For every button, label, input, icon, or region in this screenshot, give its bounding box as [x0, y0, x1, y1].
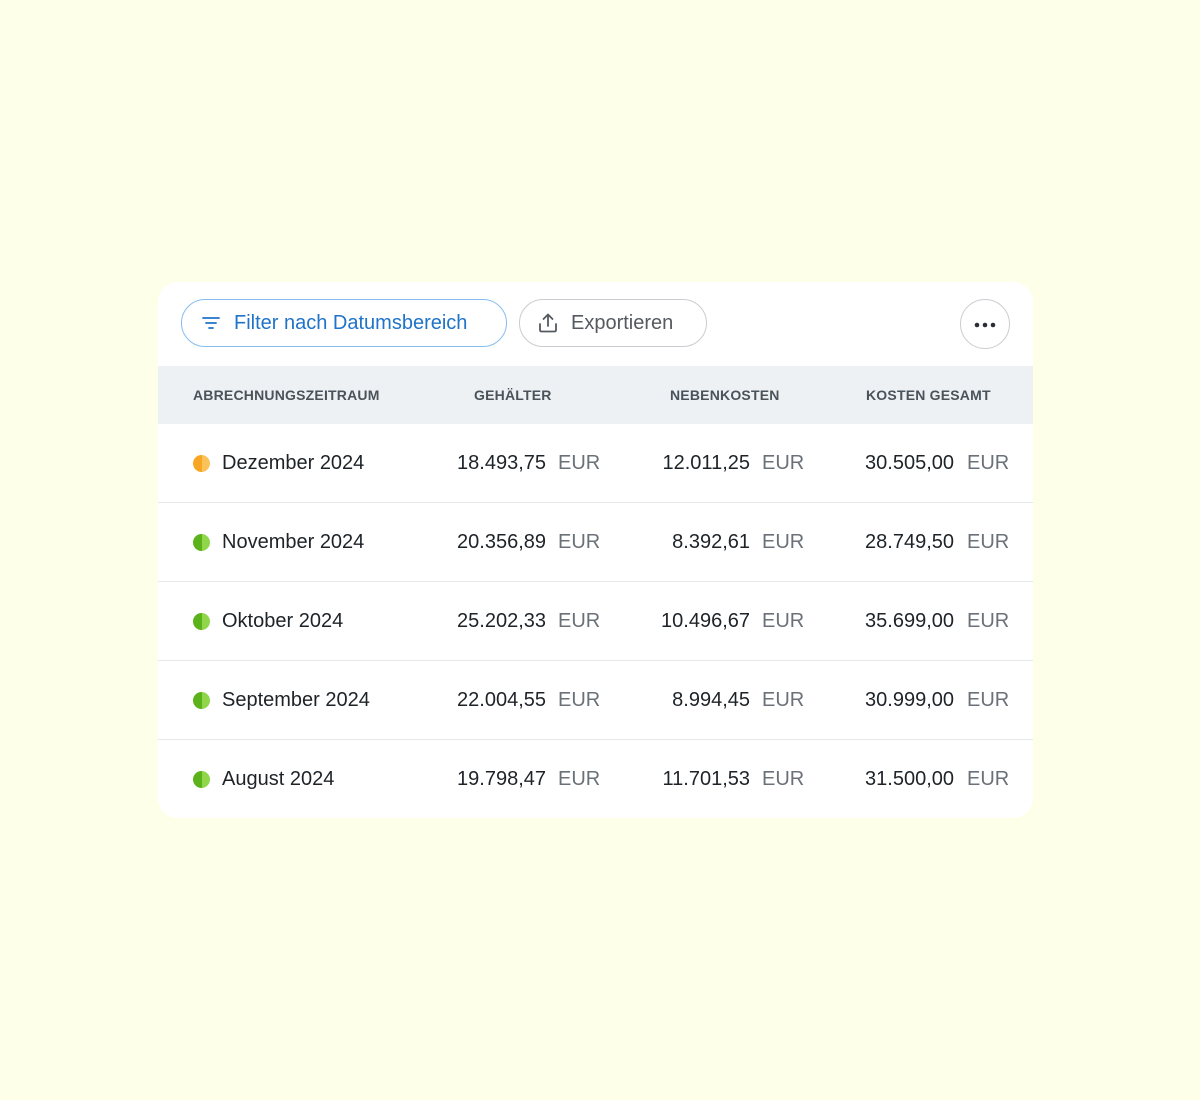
total-costs-value: 28.749,50 — [865, 531, 954, 553]
column-header-extra-costs[interactable]: NEBENKOSTEN — [670, 387, 780, 403]
filter-date-range-button[interactable]: Filter nach Datumsbereich — [181, 299, 507, 347]
period-cell: Oktober 2024 — [222, 610, 344, 632]
total-costs-currency: EUR — [967, 689, 1010, 711]
total-costs-currency: EUR — [967, 610, 1010, 632]
extra-costs-currency: EUR — [762, 452, 805, 474]
more-horizontal-icon — [974, 315, 996, 333]
table-row[interactable]: August 2024 19.798,47 EUR 11.701,53 EUR … — [158, 740, 1033, 818]
status-pending-icon — [193, 455, 210, 472]
extra-costs-currency: EUR — [762, 610, 805, 632]
upload-icon — [537, 312, 559, 334]
period-cell: September 2024 — [222, 689, 370, 711]
toolbar: Filter nach Datumsbereich Exportieren — [158, 282, 1033, 366]
column-header-salaries[interactable]: GEHÄLTER — [474, 387, 552, 403]
salaries-value: 20.356,89 — [457, 531, 546, 553]
extra-costs-currency: EUR — [762, 531, 805, 553]
extra-costs-currency: EUR — [762, 689, 805, 711]
status-done-icon — [193, 534, 210, 551]
salaries-currency: EUR — [558, 531, 601, 553]
extra-costs-value: 10.496,67 — [661, 610, 750, 632]
salaries-currency: EUR — [558, 610, 601, 632]
salaries-value: 18.493,75 — [457, 452, 546, 474]
total-costs-currency: EUR — [967, 768, 1010, 790]
column-header-period[interactable]: ABRECHNUNGSZEITRAUM — [193, 387, 380, 403]
extra-costs-value: 8.994,45 — [672, 689, 750, 711]
period-cell: Dezember 2024 — [222, 452, 365, 474]
table-row[interactable]: Oktober 2024 25.202,33 EUR 10.496,67 EUR… — [158, 582, 1033, 661]
total-costs-value: 30.505,00 — [865, 452, 954, 474]
total-costs-value: 30.999,00 — [865, 689, 954, 711]
period-cell: November 2024 — [222, 531, 365, 553]
more-options-button[interactable] — [960, 299, 1010, 349]
total-costs-currency: EUR — [967, 531, 1010, 553]
filter-date-range-label: Filter nach Datumsbereich — [234, 311, 468, 334]
salaries-value: 22.004,55 — [457, 689, 546, 711]
extra-costs-value: 12.011,25 — [662, 452, 751, 474]
salaries-value: 25.202,33 — [457, 610, 546, 632]
salaries-currency: EUR — [558, 689, 601, 711]
export-label: Exportieren — [571, 311, 674, 334]
column-header-total-costs[interactable]: KOSTEN GESAMT — [866, 387, 991, 403]
total-costs-value: 35.699,00 — [865, 610, 954, 632]
period-cell: August 2024 — [222, 768, 335, 790]
table-row[interactable]: September 2024 22.004,55 EUR 8.994,45 EU… — [158, 661, 1033, 740]
table-row[interactable]: November 2024 20.356,89 EUR 8.392,61 EUR… — [158, 503, 1033, 582]
status-done-icon — [193, 771, 210, 788]
extra-costs-value: 11.701,53 — [662, 768, 751, 790]
export-button[interactable]: Exportieren — [519, 299, 707, 347]
total-costs-currency: EUR — [967, 452, 1010, 474]
filter-icon — [200, 312, 222, 334]
payroll-card: Filter nach Datumsbereich Exportieren — [158, 282, 1033, 818]
table-header: ABRECHNUNGSZEITRAUM GEHÄLTER NEBENKOSTEN… — [158, 366, 1033, 424]
salaries-value: 19.798,47 — [457, 768, 546, 790]
status-done-icon — [193, 692, 210, 709]
table-body: Dezember 2024 18.493,75 EUR 12.011,25 EU… — [158, 424, 1033, 818]
status-done-icon — [193, 613, 210, 630]
extra-costs-currency: EUR — [762, 768, 805, 790]
salaries-currency: EUR — [558, 768, 601, 790]
table-row[interactable]: Dezember 2024 18.493,75 EUR 12.011,25 EU… — [158, 424, 1033, 503]
total-costs-value: 31.500,00 — [865, 768, 954, 790]
salaries-currency: EUR — [558, 452, 601, 474]
extra-costs-value: 8.392,61 — [672, 531, 750, 553]
